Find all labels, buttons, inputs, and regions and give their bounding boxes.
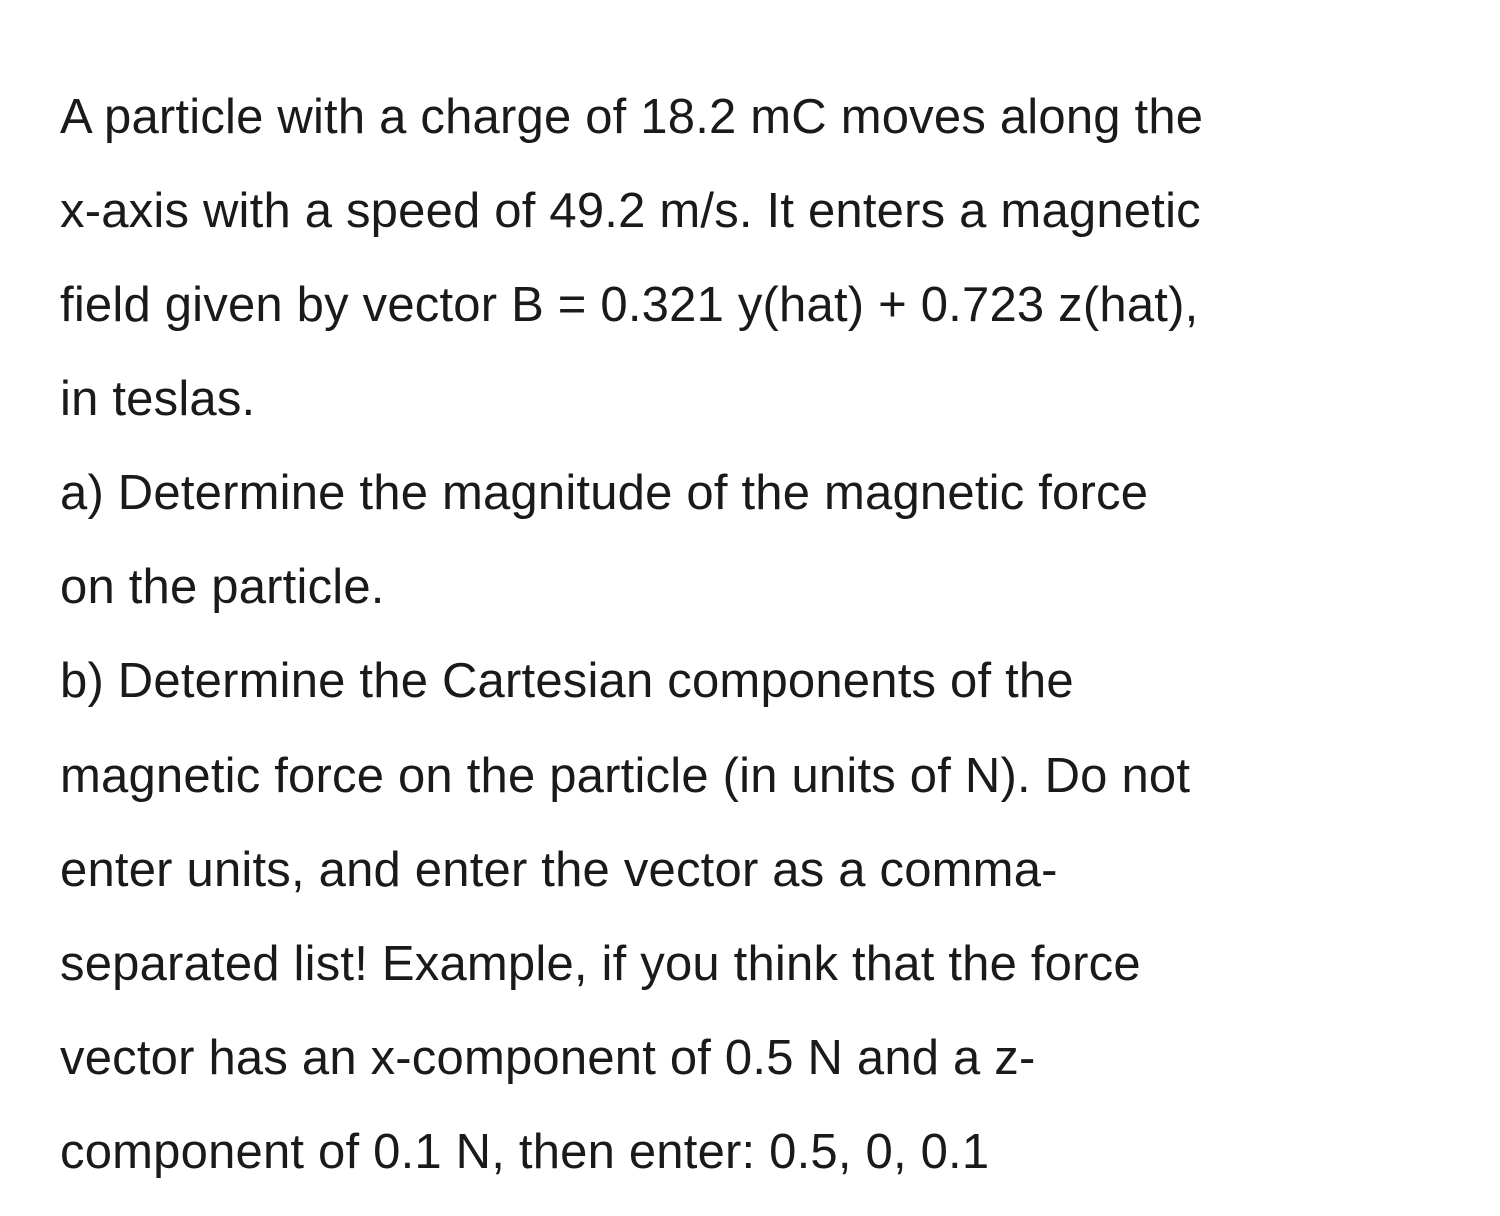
- intro-line-2: x-axis with a speed of 49.2 m/s. It ente…: [60, 164, 1440, 258]
- intro-line-4: in teslas.: [60, 352, 1440, 446]
- problem-part-a: a) Determine the magnitude of the magnet…: [60, 446, 1440, 634]
- problem-part-b: b) Determine the Cartesian components of…: [60, 634, 1440, 1198]
- part-b-line-4: separated list! Example, if you think th…: [60, 917, 1440, 1011]
- part-a-line-2: on the particle.: [60, 540, 1440, 634]
- problem-intro: A particle with a charge of 18.2 mC move…: [60, 70, 1440, 446]
- part-a-line-1: a) Determine the magnitude of the magnet…: [60, 446, 1440, 540]
- part-b-line-1: b) Determine the Cartesian components of…: [60, 634, 1440, 728]
- part-b-line-3: enter units, and enter the vector as a c…: [60, 823, 1440, 917]
- intro-line-3: field given by vector B = 0.321 y(hat) +…: [60, 258, 1440, 352]
- part-b-line-5: vector has an x-component of 0.5 N and a…: [60, 1011, 1440, 1105]
- part-b-line-6: component of 0.1 N, then enter: 0.5, 0, …: [60, 1105, 1440, 1199]
- part-b-line-2: magnetic force on the particle (in units…: [60, 729, 1440, 823]
- problem-page: A particle with a charge of 18.2 mC move…: [0, 0, 1500, 1216]
- intro-line-1: A particle with a charge of 18.2 mC move…: [60, 70, 1440, 164]
